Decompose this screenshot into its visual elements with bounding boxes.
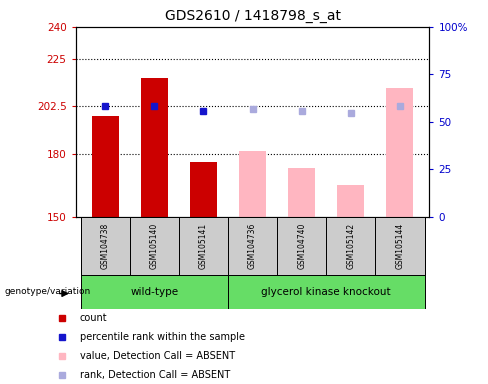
Bar (326, 217, 375, 275)
Bar (81, 275, 228, 309)
Title: GDS2610 / 1418798_s_at: GDS2610 / 1418798_s_at (164, 9, 341, 23)
Bar (130, 217, 179, 275)
Text: value, Detection Call = ABSENT: value, Detection Call = ABSENT (80, 351, 235, 361)
Bar (190, 162, 217, 217)
Bar (179, 217, 228, 275)
Bar (277, 217, 326, 275)
Text: GSM105142: GSM105142 (346, 223, 355, 269)
Text: GSM104736: GSM104736 (248, 223, 257, 269)
Bar (228, 275, 425, 309)
Text: percentile rank within the sample: percentile rank within the sample (80, 332, 244, 342)
Bar (337, 185, 365, 217)
Bar (239, 152, 266, 217)
Text: GSM105144: GSM105144 (395, 223, 405, 269)
Bar (228, 217, 277, 275)
Text: wild-type: wild-type (130, 287, 178, 297)
Text: count: count (80, 313, 107, 323)
Text: GSM105141: GSM105141 (199, 223, 208, 269)
Text: GSM104740: GSM104740 (297, 223, 306, 269)
Text: glycerol kinase knockout: glycerol kinase knockout (262, 287, 391, 297)
Bar (375, 217, 425, 275)
Text: rank, Detection Call = ABSENT: rank, Detection Call = ABSENT (80, 370, 230, 380)
Bar (141, 78, 168, 217)
Text: GSM104738: GSM104738 (101, 223, 110, 269)
Bar (288, 169, 315, 217)
Text: genotype/variation: genotype/variation (5, 287, 91, 296)
Bar (92, 116, 119, 217)
Text: GSM105140: GSM105140 (150, 223, 159, 269)
Bar (81, 217, 130, 275)
Bar (386, 88, 413, 217)
